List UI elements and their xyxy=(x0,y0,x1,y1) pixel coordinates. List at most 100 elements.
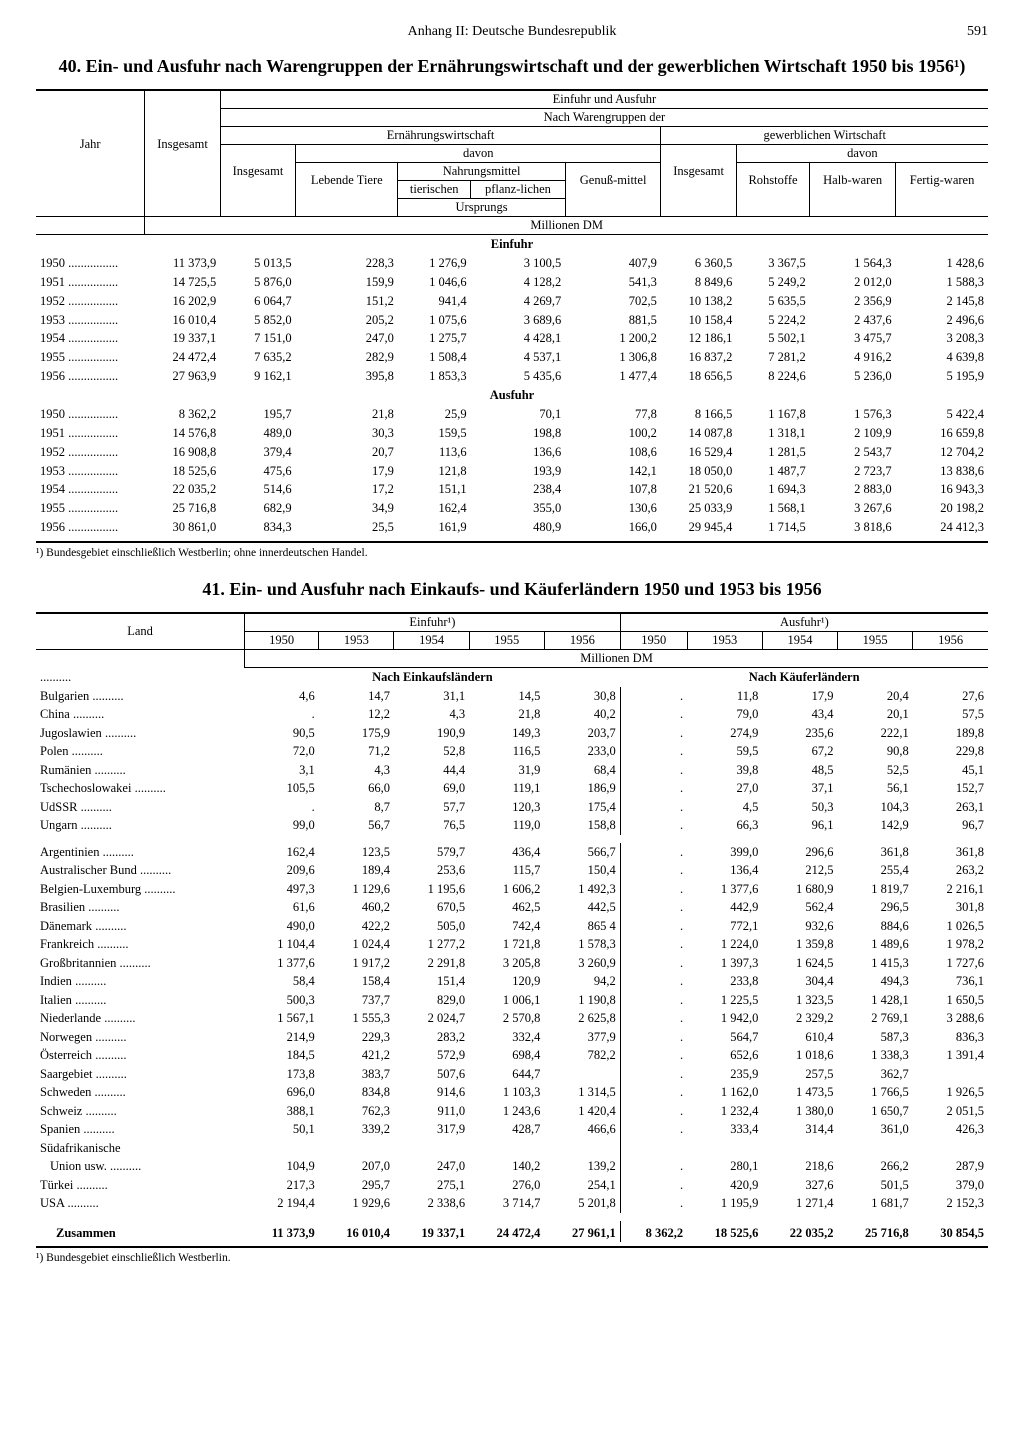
value-cell: 90,5 xyxy=(245,724,319,743)
value-cell: 21,8 xyxy=(469,705,544,724)
value-cell: 94,2 xyxy=(544,972,620,991)
value-cell: 5 224,2 xyxy=(736,311,809,330)
value-cell: 27 961,1 xyxy=(544,1221,620,1243)
value-cell: 16 837,2 xyxy=(661,348,736,367)
value-cell: 489,0 xyxy=(220,424,295,443)
value-cell: 2 437,6 xyxy=(810,311,896,330)
value-cell: 3 818,6 xyxy=(810,518,896,537)
value-cell: 9 162,1 xyxy=(220,367,295,386)
value-cell: . xyxy=(620,880,687,899)
year-cell: 1954 xyxy=(36,480,145,499)
value-cell: 16 529,4 xyxy=(661,443,736,462)
table40: Jahr Insgesamt Einfuhr und Ausfuhr Nach … xyxy=(36,89,988,543)
value-cell: 1 555,3 xyxy=(319,1009,394,1028)
y-1950e: 1950 xyxy=(245,632,319,650)
value-cell: 16 908,8 xyxy=(145,443,220,462)
value-cell: 104,9 xyxy=(245,1157,319,1176)
hdr-ursprungs: Ursprungs xyxy=(398,199,565,217)
value-cell: 1 359,8 xyxy=(762,935,837,954)
value-cell: 1 306,8 xyxy=(565,348,661,367)
year-cell: 1952 xyxy=(36,292,145,311)
value-cell: 1 225,5 xyxy=(687,991,762,1010)
hdr-mio: Millionen DM xyxy=(145,217,988,235)
value-cell: 247,0 xyxy=(296,329,398,348)
value-cell: 18 525,6 xyxy=(687,1221,762,1243)
value-cell: 5 236,0 xyxy=(810,367,896,386)
value-cell: 383,7 xyxy=(319,1065,394,1084)
country-cell: Türkei xyxy=(36,1176,245,1195)
value-cell: 564,7 xyxy=(687,1028,762,1047)
year-cell: 1950 xyxy=(36,405,145,424)
value-cell: 16 202,9 xyxy=(145,292,220,311)
hdr-tier: tierischen xyxy=(398,181,471,199)
sum-row: Zusammen11 373,916 010,419 337,124 472,4… xyxy=(36,1221,988,1243)
value-cell: 16 010,4 xyxy=(319,1221,394,1243)
value-cell: 27,0 xyxy=(687,779,762,798)
value-cell: 30 854,5 xyxy=(913,1221,988,1243)
value-cell: 27 963,9 xyxy=(145,367,220,386)
value-cell: 2 329,2 xyxy=(762,1009,837,1028)
value-cell: 2 051,5 xyxy=(913,1102,988,1121)
value-cell: 233,8 xyxy=(687,972,762,991)
value-cell: 255,4 xyxy=(838,861,913,880)
value-cell: 1 473,5 xyxy=(762,1083,837,1102)
value-cell: 682,9 xyxy=(220,499,295,518)
value-cell: 514,6 xyxy=(220,480,295,499)
table-row: UdSSR.8,757,7120,3175,4.4,550,3104,3263,… xyxy=(36,798,988,817)
value-cell: 834,3 xyxy=(220,518,295,537)
value-cell: . xyxy=(620,1065,687,1084)
value-cell: 1 428,6 xyxy=(896,254,988,273)
country-cell: Polen xyxy=(36,742,245,761)
value-cell: 136,4 xyxy=(687,861,762,880)
value-cell: 25,9 xyxy=(398,405,471,424)
value-cell: 4 428,1 xyxy=(471,329,566,348)
value-cell: 587,3 xyxy=(838,1028,913,1047)
value-cell: 159,9 xyxy=(296,273,398,292)
value-cell: 1 232,4 xyxy=(687,1102,762,1121)
value-cell: 50,1 xyxy=(245,1120,319,1139)
hdr-einaus: Einfuhr und Ausfuhr xyxy=(220,90,988,109)
hdr-ausfuhr41: Ausfuhr¹) xyxy=(620,613,988,632)
value-cell: 1 576,3 xyxy=(810,405,896,424)
value-cell: 1 727,6 xyxy=(913,954,988,973)
year-cell: 1955 xyxy=(36,499,145,518)
table-row: Schweiz388,1762,3911,01 243,61 420,4.1 2… xyxy=(36,1102,988,1121)
value-cell: 494,3 xyxy=(838,972,913,991)
value-cell: 2 723,7 xyxy=(810,462,896,481)
value-cell: 14 725,5 xyxy=(145,273,220,292)
table-row: Polen72,071,252,8116,5233,0.59,567,290,8… xyxy=(36,742,988,761)
value-cell: 18 050,0 xyxy=(661,462,736,481)
value-cell: 1 721,8 xyxy=(469,935,544,954)
value-cell: 119,0 xyxy=(469,816,544,835)
table-row: Tschechoslowakei105,566,069,0119,1186,9.… xyxy=(36,779,988,798)
value-cell: 130,6 xyxy=(565,499,661,518)
value-cell: 253,6 xyxy=(394,861,469,880)
value-cell: 13 838,6 xyxy=(896,462,988,481)
value-cell: 25 716,8 xyxy=(145,499,220,518)
table-row: 195216 908,8379,420,7113,6136,6108,616 5… xyxy=(36,443,988,462)
value-cell: 1 564,3 xyxy=(810,254,896,273)
value-cell: 3,1 xyxy=(245,761,319,780)
value-cell: 14 576,8 xyxy=(145,424,220,443)
value-cell: 911,0 xyxy=(394,1102,469,1121)
year-cell: 1953 xyxy=(36,462,145,481)
value-cell: 3 205,8 xyxy=(469,954,544,973)
value-cell: 442,5 xyxy=(544,898,620,917)
table-row: Schweden696,0834,8914,61 103,31 314,5.1 … xyxy=(36,1083,988,1102)
value-cell: 914,6 xyxy=(394,1083,469,1102)
value-cell: 8 849,6 xyxy=(661,273,736,292)
value-cell: 332,4 xyxy=(469,1028,544,1047)
hdr-halb: Halb-waren xyxy=(810,163,896,199)
value-cell: 198,8 xyxy=(471,424,566,443)
value-cell: 1 391,4 xyxy=(913,1046,988,1065)
value-cell: 6 360,5 xyxy=(661,254,736,273)
value-cell: 3 689,6 xyxy=(471,311,566,330)
country-cell: Dänemark xyxy=(36,917,245,936)
table-row: 195524 472,47 635,2282,91 508,44 537,11 … xyxy=(36,348,988,367)
table-row: Union usw.104,9207,0247,0140,2139,2.280,… xyxy=(36,1157,988,1176)
table-row: 195419 337,17 151,0247,01 275,74 428,11 … xyxy=(36,329,988,348)
value-cell: 20,4 xyxy=(838,687,913,706)
table-row: 195422 035,2514,617,2151,1238,4107,821 5… xyxy=(36,480,988,499)
table-row: Italien500,3737,7829,01 006,11 190,8.1 2… xyxy=(36,991,988,1010)
value-cell: 233,0 xyxy=(544,742,620,761)
